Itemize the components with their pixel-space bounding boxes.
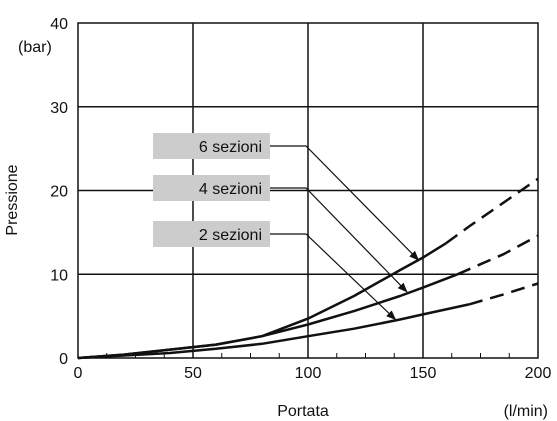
- series-line-dashed: [468, 282, 539, 306]
- series-line-solid: [77, 303, 470, 360]
- series-label: 4 sezioni: [199, 181, 262, 198]
- x-unit-label: (l/min): [504, 403, 548, 420]
- plot-frame: [77, 22, 539, 359]
- series-lines: [77, 177, 539, 360]
- x-tick-label: 100: [295, 365, 322, 382]
- y-unit-label: (bar): [18, 39, 52, 56]
- x-tick-label: 200: [525, 365, 552, 382]
- series-label-box: [153, 133, 270, 159]
- tick-labels: 0 10 20 30 40 0 50 100 150 200: [50, 16, 551, 382]
- series-leader-arrow: [270, 233, 397, 321]
- series-leader-arrow: [270, 145, 420, 261]
- series-line-dashed: [456, 234, 539, 276]
- series-leader-arrow: [270, 187, 408, 293]
- series-line-solid: [77, 242, 447, 360]
- y-tick-label: 30: [50, 100, 68, 117]
- x-tick-label: 0: [74, 365, 83, 382]
- series-labels: 6 sezioni 4 sezioni 2 sezioni: [153, 133, 420, 321]
- y-tick-label: 0: [59, 351, 68, 368]
- y-axis-label: Pressione: [4, 164, 21, 235]
- x-tick-label: 50: [184, 365, 202, 382]
- series-label-box: [153, 221, 270, 247]
- series-line-solid: [77, 273, 458, 360]
- x-tick-label: 150: [410, 365, 437, 382]
- y-tick-label: 20: [50, 184, 68, 201]
- series-label: 6 sezioni: [199, 139, 262, 156]
- series-label: 2 sezioni: [199, 227, 262, 244]
- x-axis-label: Portata: [277, 403, 329, 420]
- y-tick-label: 40: [50, 16, 68, 33]
- y-tick-label: 10: [50, 267, 68, 284]
- series-label-box: [153, 175, 270, 201]
- series-line-dashed: [445, 177, 539, 245]
